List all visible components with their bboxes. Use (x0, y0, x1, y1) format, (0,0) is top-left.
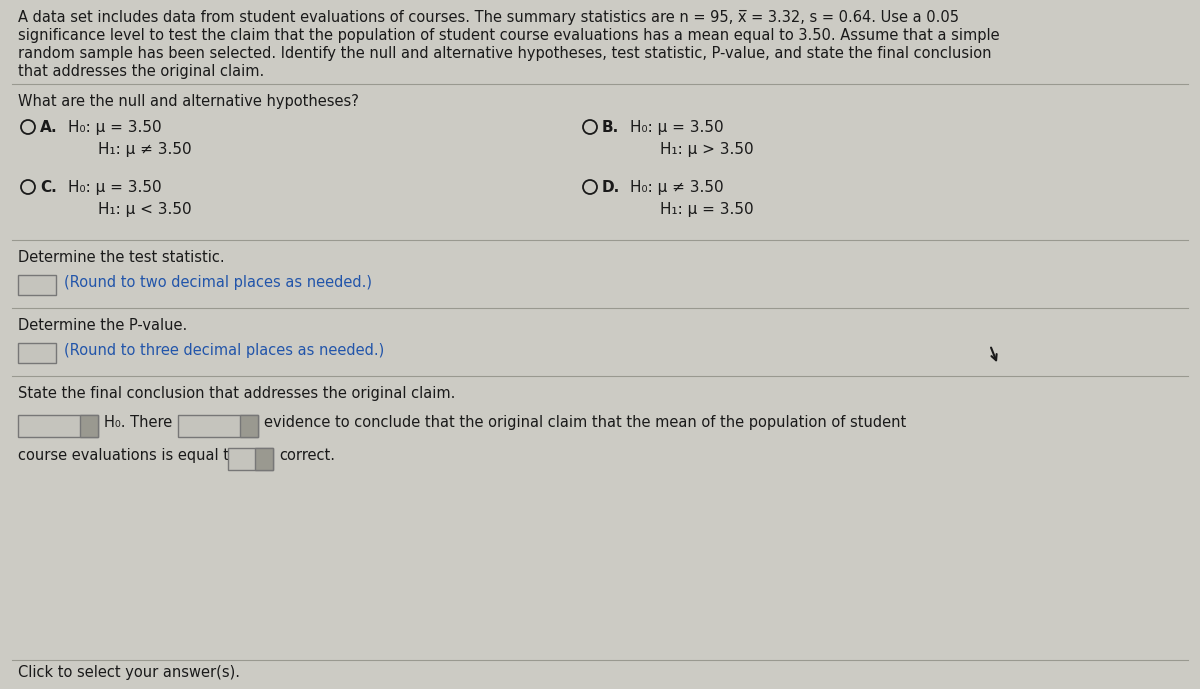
Text: H₁: μ ≠ 3.50: H₁: μ ≠ 3.50 (98, 142, 192, 157)
Text: Determine the P-value.: Determine the P-value. (18, 318, 187, 333)
Text: H₁: μ = 3.50: H₁: μ = 3.50 (660, 202, 754, 217)
Text: (Round to three decimal places as needed.): (Round to three decimal places as needed… (64, 343, 384, 358)
Text: ▼: ▼ (260, 454, 268, 464)
Text: Click to select your answer(s).: Click to select your answer(s). (18, 665, 240, 680)
Bar (18, 275, 56, 295)
Text: H₁: μ < 3.50: H₁: μ < 3.50 (98, 202, 192, 217)
Text: random sample has been selected. Identify the null and alternative hypotheses, t: random sample has been selected. Identif… (18, 46, 991, 61)
Text: C.: C. (40, 180, 56, 195)
Text: H₀. There is: H₀. There is (104, 415, 188, 430)
Text: H₀: μ = 3.50: H₀: μ = 3.50 (68, 180, 162, 195)
Bar (18, 343, 56, 363)
Text: H₀: μ = 3.50: H₀: μ = 3.50 (68, 120, 162, 135)
Text: that addresses the original claim.: that addresses the original claim. (18, 64, 264, 79)
Bar (228, 448, 274, 470)
Text: ▼: ▼ (245, 421, 253, 431)
Text: B.: B. (602, 120, 619, 135)
Text: ▼: ▼ (85, 421, 92, 431)
Text: evidence to conclude that the original claim that the mean of the population of : evidence to conclude that the original c… (264, 415, 906, 430)
Text: H₁: μ > 3.50: H₁: μ > 3.50 (660, 142, 754, 157)
Text: Determine the test statistic.: Determine the test statistic. (18, 250, 224, 265)
Bar (18, 415, 98, 437)
Text: correct.: correct. (278, 448, 335, 463)
Text: course evaluations is equal to 3.50: course evaluations is equal to 3.50 (18, 448, 275, 463)
Text: State the final conclusion that addresses the original claim.: State the final conclusion that addresse… (18, 386, 455, 401)
Text: H₀: μ ≠ 3.50: H₀: μ ≠ 3.50 (630, 180, 724, 195)
Text: D.: D. (602, 180, 620, 195)
Text: (Round to two decimal places as needed.): (Round to two decimal places as needed.) (64, 275, 372, 290)
Bar (240, 415, 258, 437)
Bar (178, 415, 258, 437)
Text: significance level to test the claim that the population of student course evalu: significance level to test the claim tha… (18, 28, 1000, 43)
Bar (256, 448, 274, 470)
Text: A.: A. (40, 120, 58, 135)
Text: A data set includes data from student evaluations of courses. The summary statis: A data set includes data from student ev… (18, 10, 959, 25)
Text: What are the null and alternative hypotheses?: What are the null and alternative hypoth… (18, 94, 359, 109)
Text: H₀: μ = 3.50: H₀: μ = 3.50 (630, 120, 724, 135)
Bar (80, 415, 98, 437)
